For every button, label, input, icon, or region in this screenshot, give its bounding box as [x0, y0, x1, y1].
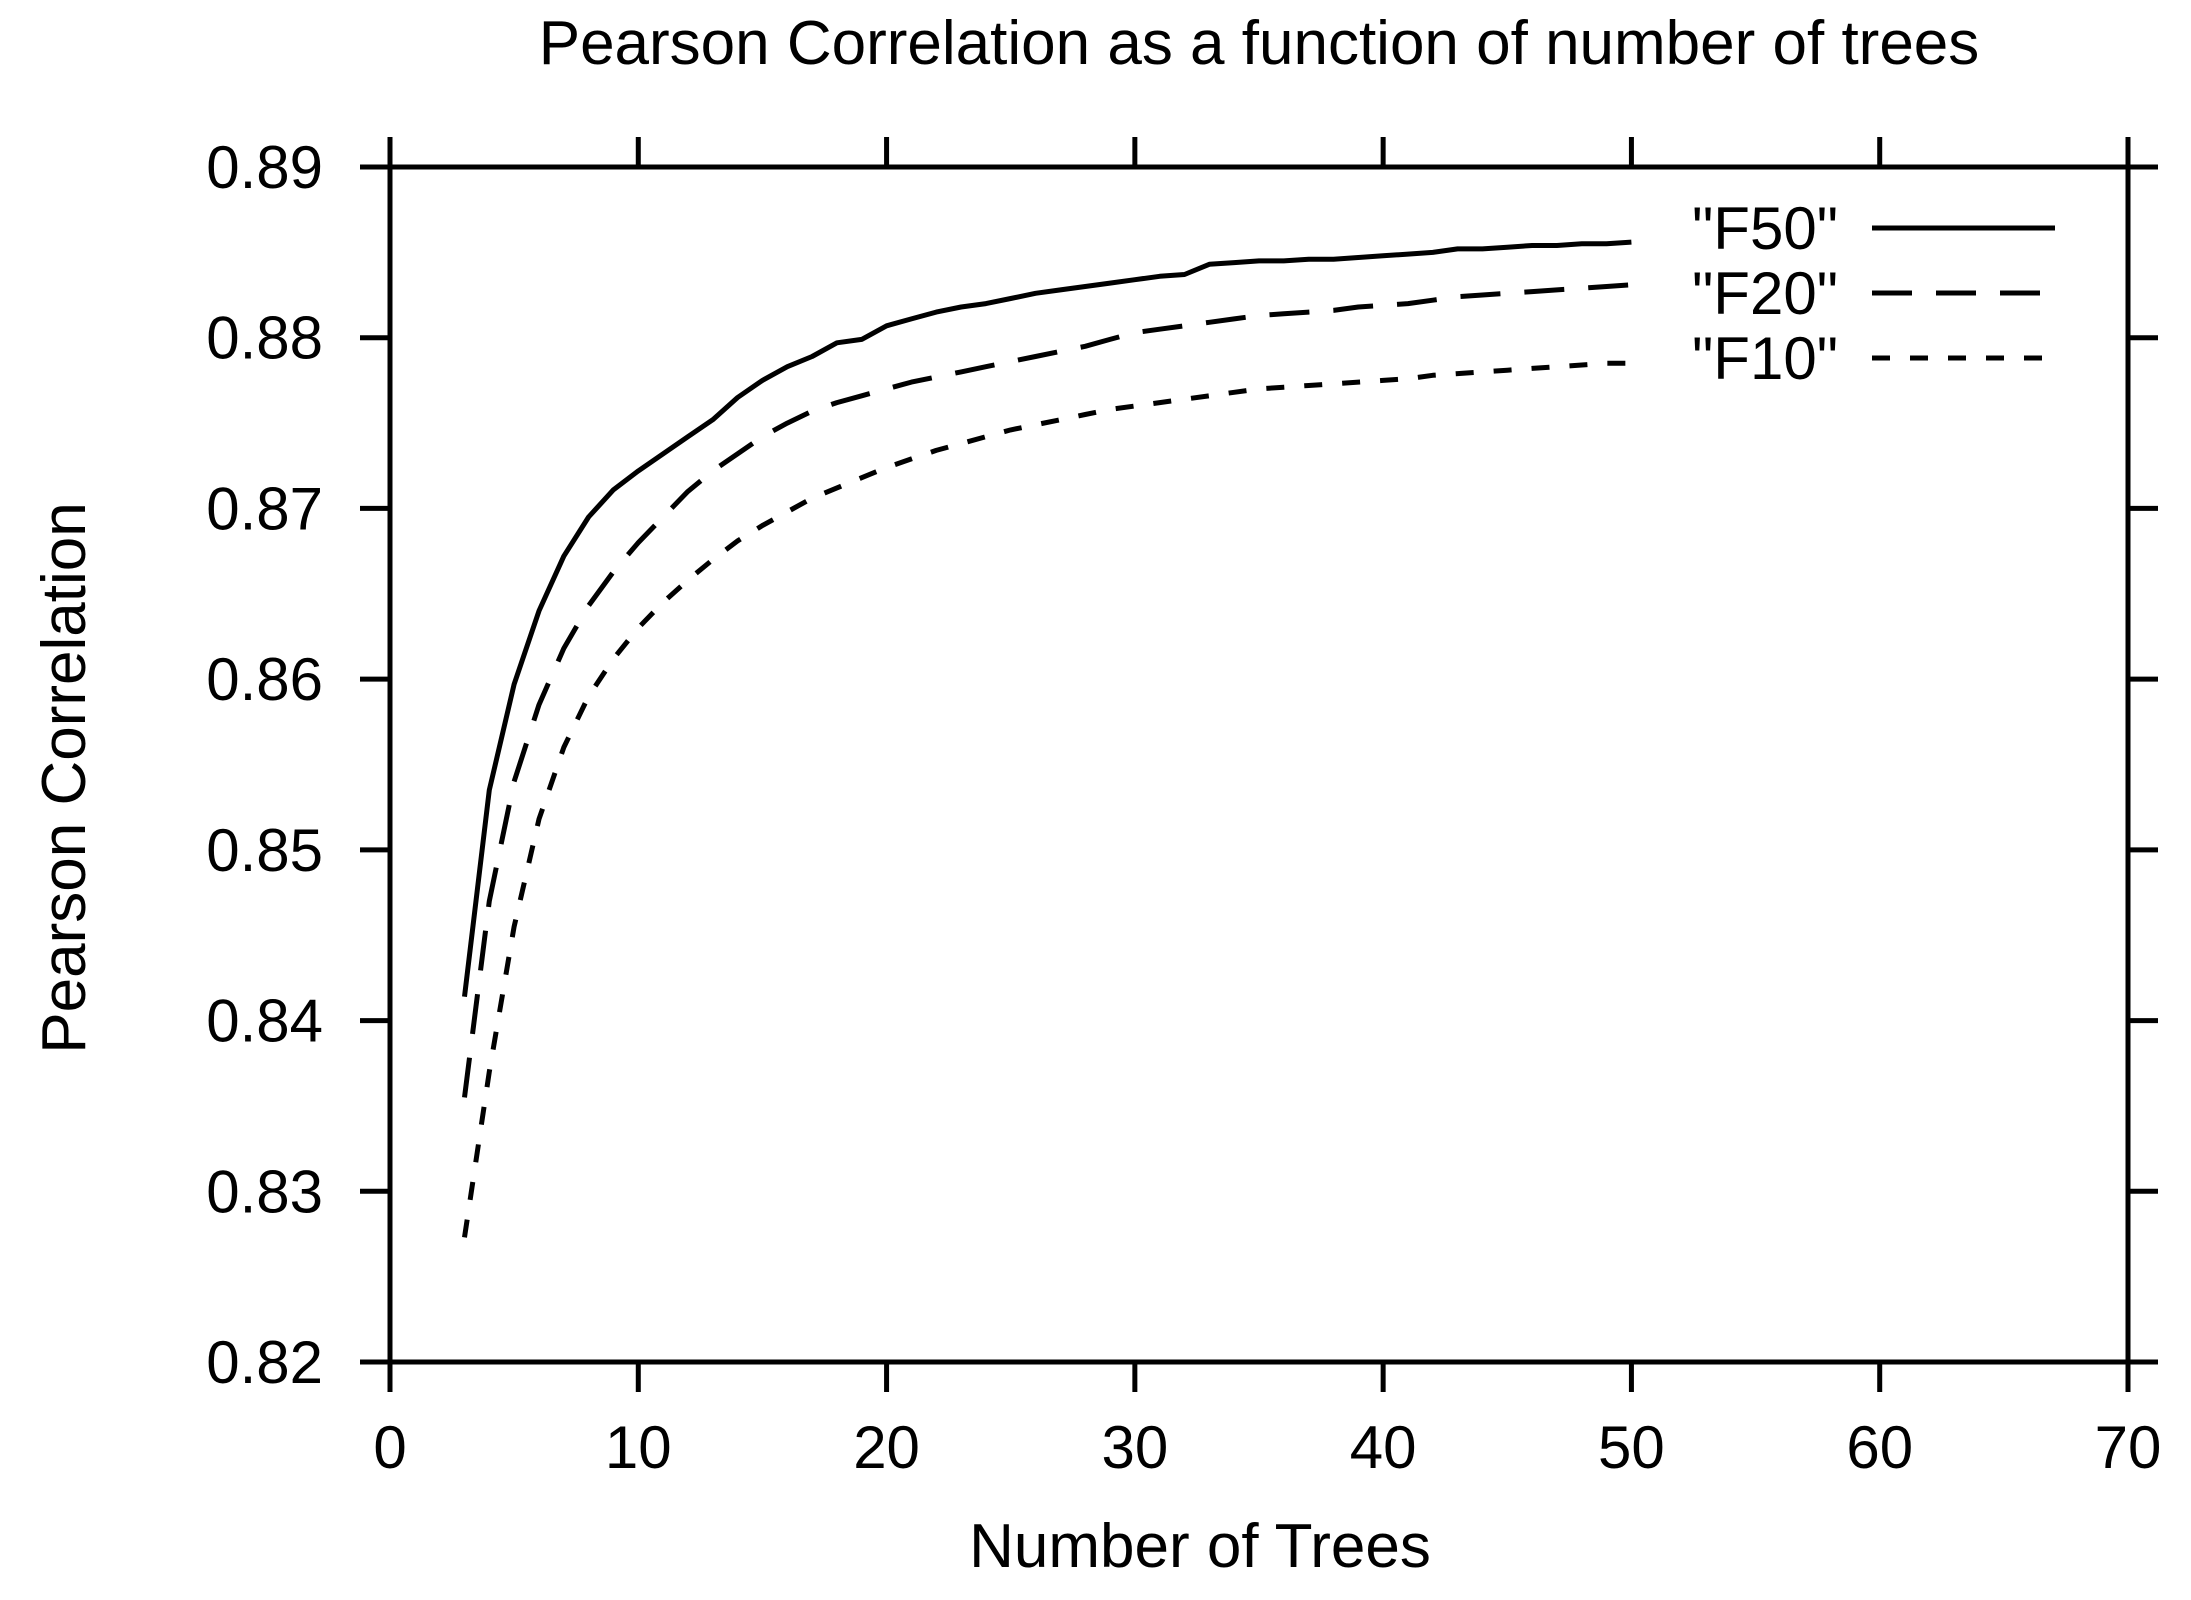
x-tick-label: 0: [373, 1414, 406, 1481]
x-tick-label: 30: [1101, 1414, 1168, 1481]
legend-label: "F20": [1692, 260, 1838, 327]
y-tick-label: 0.86: [206, 646, 323, 713]
y-tick-label: 0.87: [206, 475, 323, 542]
x-tick-label: 40: [1350, 1414, 1417, 1481]
x-axis-label: Number of Trees: [969, 1512, 1431, 1581]
series-line-F50: [462, 239, 1632, 997]
y-tick-label: 0.89: [206, 134, 323, 201]
x-tick-label: 10: [605, 1414, 672, 1481]
chart-title: Pearson Correlation as a function of num…: [539, 9, 1980, 78]
legend-label: "F50": [1692, 195, 1838, 262]
y-tick-label: 0.85: [206, 817, 323, 884]
y-tick-label: 0.83: [206, 1158, 323, 1225]
y-tick-label: 0.88: [206, 305, 323, 372]
y-tick-label: 0.84: [206, 988, 323, 1055]
legend-label: "F10": [1692, 325, 1838, 392]
y-tick-label: 0.82: [206, 1329, 323, 1396]
y-axis-label: Pearson Correlation: [30, 502, 99, 1053]
x-tick-label: 50: [1598, 1414, 1665, 1481]
series-line-F20: [462, 282, 1632, 1098]
x-tick-label: 20: [853, 1414, 920, 1481]
x-tick-label: 60: [1846, 1414, 1913, 1481]
x-tick-label: 70: [2095, 1414, 2162, 1481]
plot-border: [387, 164, 2131, 1365]
series-line-F10: [462, 360, 1632, 1238]
